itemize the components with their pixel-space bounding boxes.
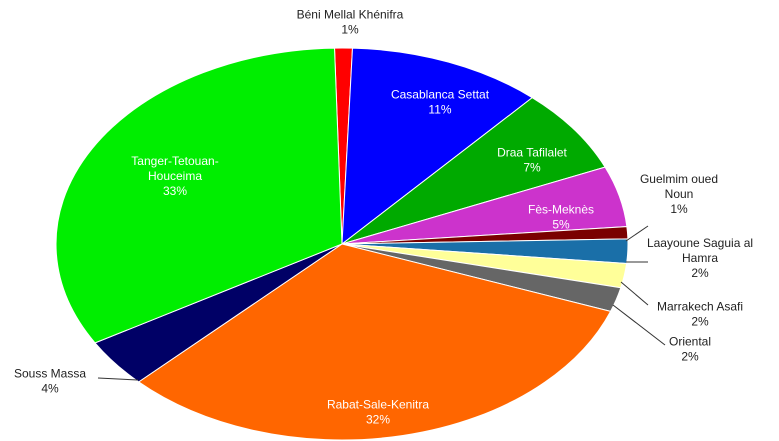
slice-name-label: Souss Massa: [14, 367, 86, 381]
slice-name-label: Houceima: [148, 169, 202, 183]
slice-name-label: Hamra: [682, 251, 718, 265]
slice-percent-label: 32%: [366, 413, 390, 427]
leader-line-marrakech-asafi: [620, 281, 649, 306]
slice-percent-label: 11%: [428, 103, 451, 117]
pie-slice-rabat-sale-kenitra: [137, 243, 612, 441]
slice-percent-label: 33%: [163, 184, 187, 198]
slice-name-label: Casablanca Settat: [391, 88, 490, 102]
leader-line-souss-massa: [97, 377, 139, 381]
slice-label-oriental: Oriental 2%: [669, 335, 711, 364]
pie-slice-draa-tafilalet: [341, 97, 606, 245]
leader-line-oriental: [612, 304, 666, 346]
slice-percent-label: 5%: [552, 218, 570, 232]
slice-label-guelmim-oued-noun: Guelmim oued Noun 1%: [640, 172, 718, 216]
slice-label-casablanca-settat: Casablanca Settat 11%: [391, 88, 490, 117]
slice-label-laayoune-saguia-al-hamra: Laayoune Saguia al Hamra 2%: [647, 236, 753, 280]
pie-slice-tanger-tetouan-houceima: [55, 47, 343, 344]
slice-name-label: Noun: [665, 187, 694, 201]
slice-percent-label: 2%: [691, 266, 709, 280]
slice-name-label: Rabat-Sale-Kenitra: [327, 398, 429, 412]
slice-name-label: Marrakech Asafi: [657, 300, 743, 314]
slice-name-label: Béni Mellal Khénifra: [297, 8, 404, 22]
slice-name-label: Fès-Meknès: [528, 203, 594, 217]
slice-percent-label: 1%: [341, 23, 359, 37]
slice-percent-label: 4%: [41, 382, 59, 396]
slice-name-label: Draa Tafilalet: [497, 146, 567, 160]
slice-label-beni-mellal-khenifra: Béni Mellal Khénifra 1%: [297, 8, 404, 37]
slice-name-label: Guelmim oued: [640, 172, 718, 186]
slice-label-tanger-tetouan-houceima: Tanger-Tetouan-Houceima 33%: [131, 154, 218, 198]
slice-label-fes-meknes: Fès-Meknès 5%: [528, 203, 594, 232]
slice-percent-label: 2%: [691, 315, 709, 329]
pie-slices: [55, 47, 629, 441]
slice-label-rabat-sale-kenitra: Rabat-Sale-Kenitra 32%: [327, 398, 429, 427]
slice-label-marrakech-asafi: Marrakech Asafi 2%: [657, 300, 743, 329]
slice-percent-label: 7%: [523, 161, 541, 175]
leader-line-guelmim-oued-noun: [625, 225, 649, 242]
slice-label-draa-tafilalet: Draa Tafilalet 7%: [497, 146, 567, 175]
slice-percent-label: 2%: [681, 350, 699, 364]
slice-name-label: Tanger-Tetouan-: [131, 154, 218, 168]
slice-labels: Béni Mellal Khénifra 1%Casablanca Settat 1…: [14, 8, 753, 427]
pie-slice-casablanca-settat: [341, 47, 534, 246]
slice-name-label: Oriental: [669, 335, 711, 349]
slice-label-souss-massa: Souss Massa 4%: [14, 367, 86, 396]
leader-lines: [97, 225, 666, 381]
slice-percent-label: 1%: [670, 202, 688, 216]
slice-name-label: Laayoune Saguia al: [647, 236, 753, 250]
